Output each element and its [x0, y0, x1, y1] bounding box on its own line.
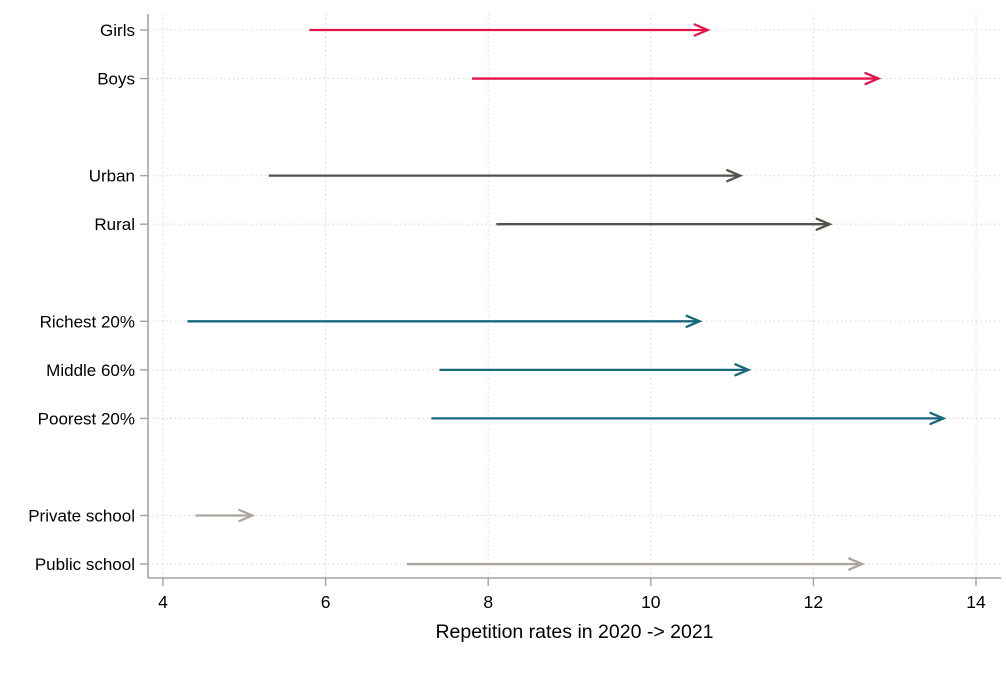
category-label-middle-60: Middle 60%: [46, 361, 135, 380]
category-label-public-school: Public school: [35, 555, 135, 574]
arrow-head-girls: [693, 23, 711, 37]
arrow-head-boys: [864, 71, 882, 86]
arrow-head-private-school: [238, 508, 256, 523]
category-label-poorest-20: Poorest 20%: [38, 409, 135, 428]
category-label-girls: Girls: [100, 21, 135, 40]
x-tick-label-10: 10: [641, 592, 661, 612]
arrow-head-rural: [815, 217, 833, 231]
arrow-head-urban: [726, 169, 744, 183]
arrow-head-poorest-20: [929, 411, 947, 426]
x-tick-label-6: 6: [321, 592, 331, 612]
category-label-boys: Boys: [97, 70, 135, 89]
x-tick-label-12: 12: [804, 592, 823, 612]
x-tick-label-4: 4: [158, 592, 168, 612]
x-tick-label-14: 14: [966, 592, 986, 612]
arrow-head-richest-20: [685, 314, 703, 328]
category-label-rural: Rural: [94, 215, 135, 234]
arrow-head-public-school: [848, 557, 866, 571]
category-label-richest-20: Richest 20%: [40, 312, 135, 331]
category-label-private-school: Private school: [28, 507, 135, 526]
category-label-urban: Urban: [89, 167, 135, 186]
x-tick-label-8: 8: [483, 592, 493, 612]
x-axis-title: Repetition rates in 2020 -> 2021: [435, 621, 714, 643]
arrow-head-middle-60: [734, 363, 752, 377]
